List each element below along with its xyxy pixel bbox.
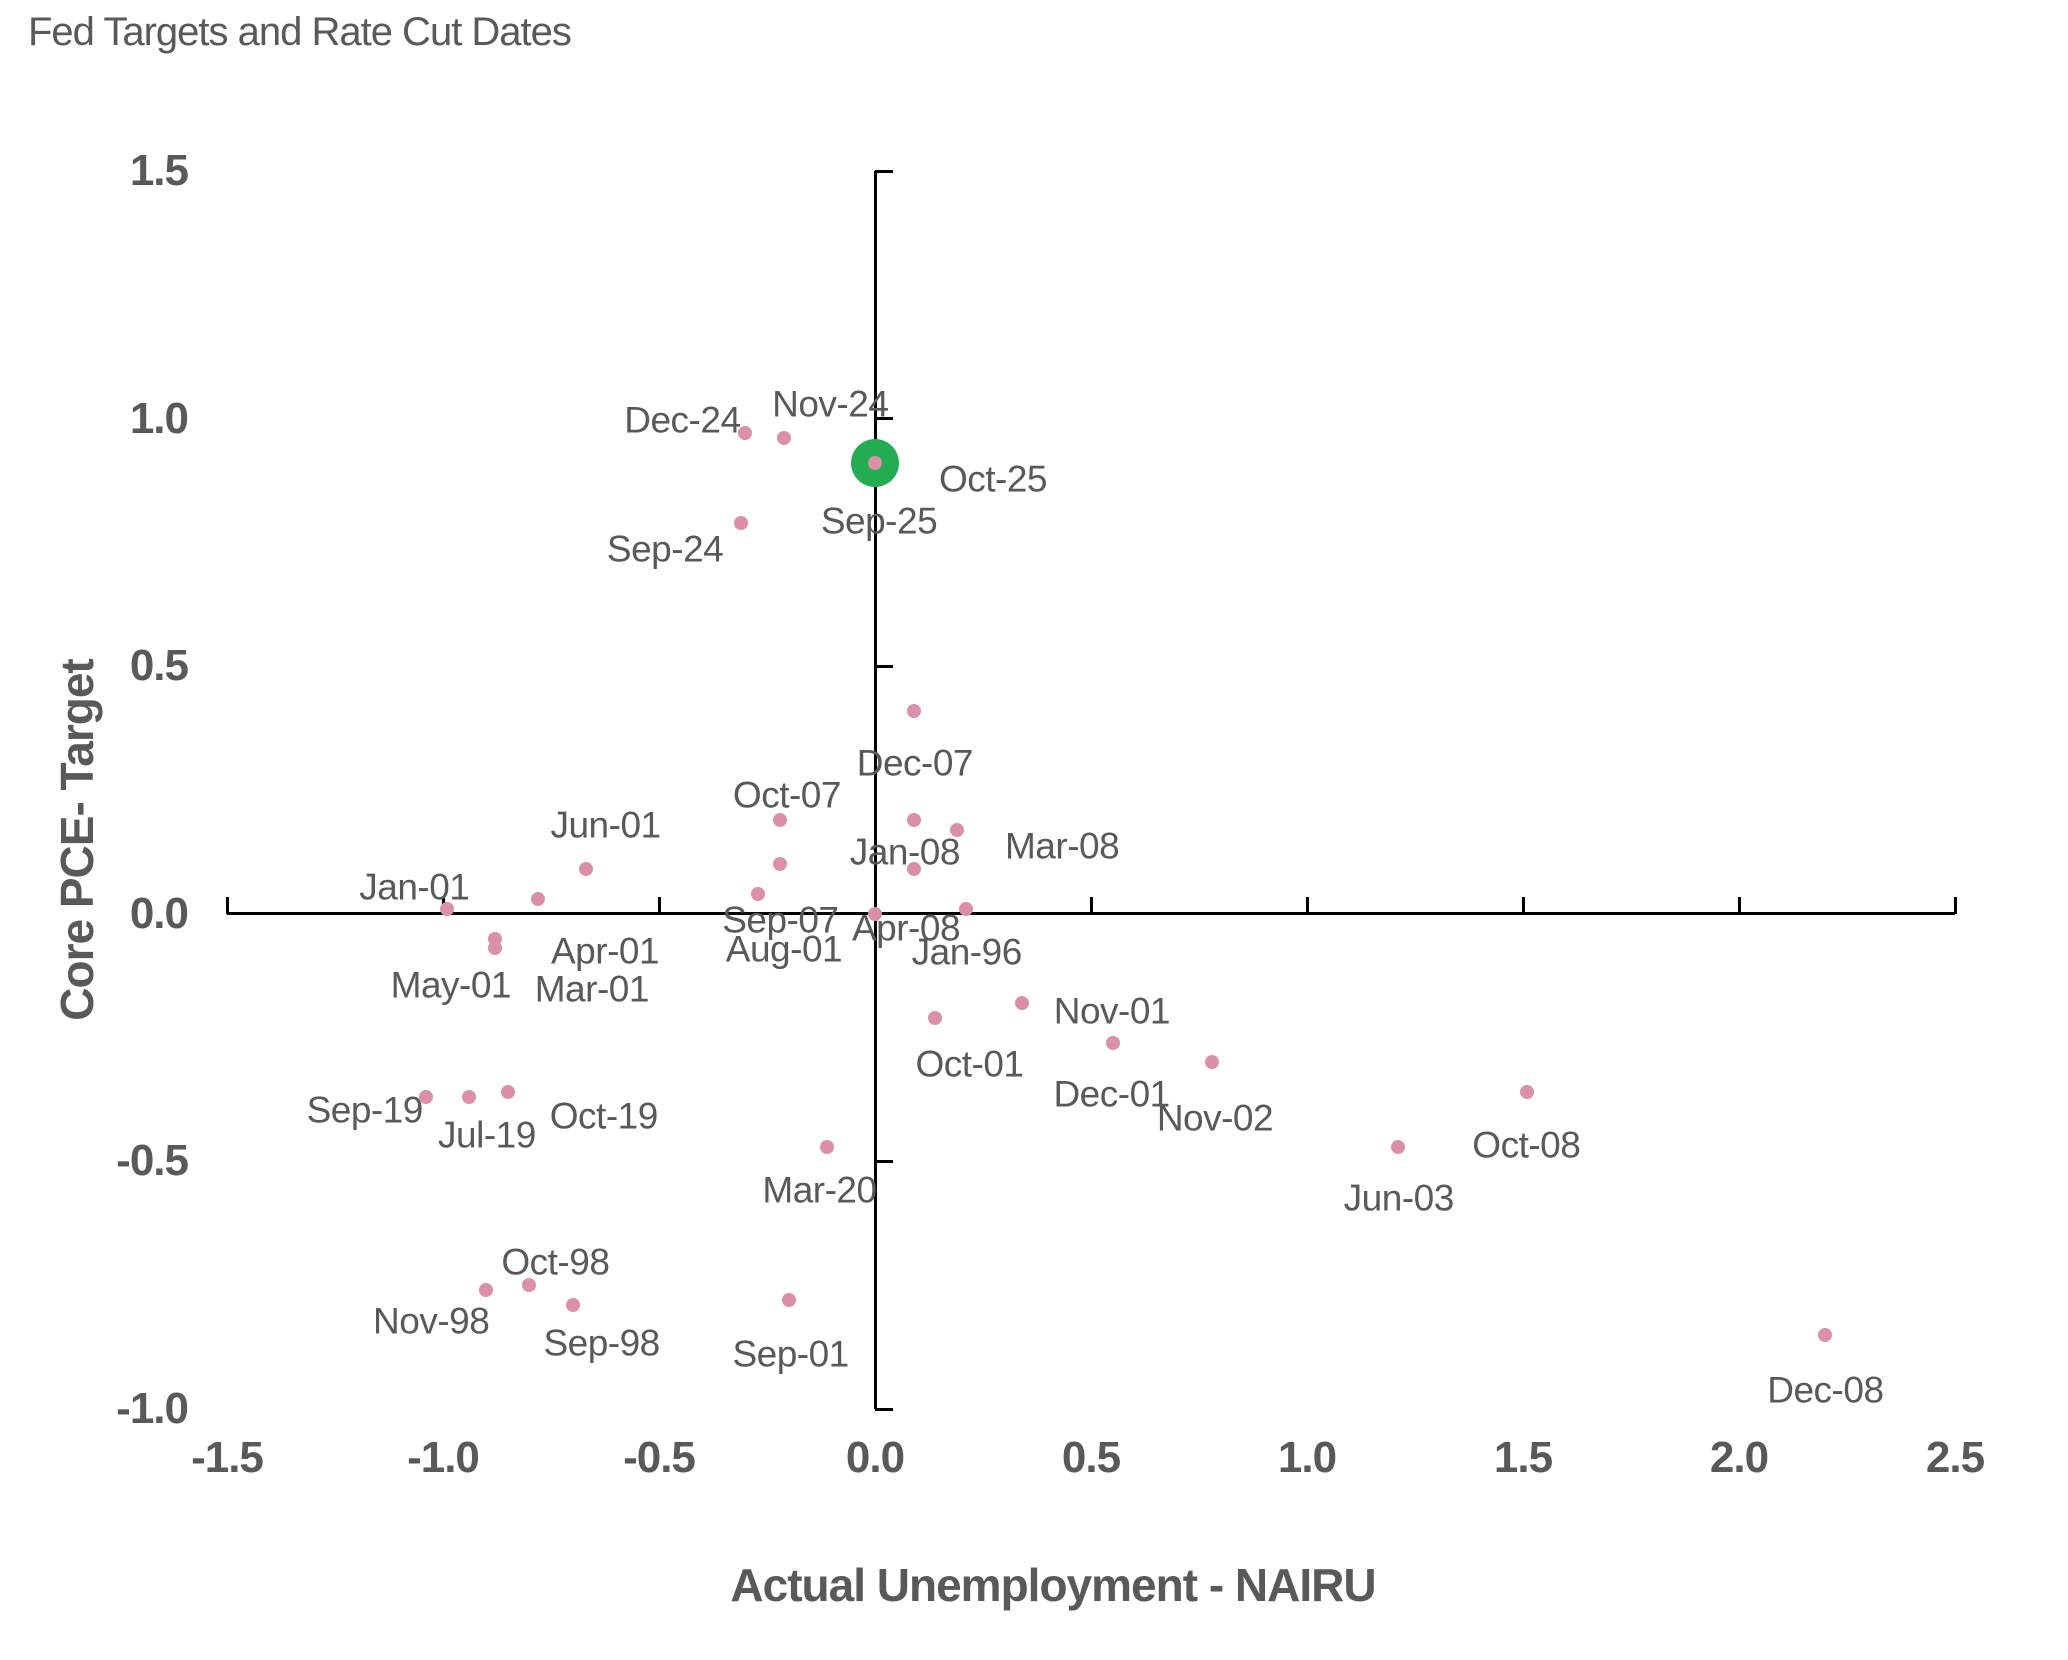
data-point [820,1139,835,1154]
data-point [578,862,593,877]
x-axis-tick [1521,896,1525,914]
data-point-label: Jan-96 [911,931,1023,973]
data-point [751,886,766,901]
data-point [950,822,965,837]
data-point [928,1010,943,1025]
data-point-label: Sep-24 [606,528,724,570]
data-point [734,515,749,530]
data-point-label: Dec-24 [624,399,741,441]
x-axis-tick [1953,896,1957,914]
x-axis-tick-label: 1.0 [1277,1433,1337,1482]
y-axis-tick [875,1159,893,1163]
y-axis-tick [875,1407,893,1411]
x-axis-tick-label: -1.5 [191,1433,264,1482]
data-point-label: Mar-20 [762,1169,877,1211]
data-point-label: Oct-25 [938,458,1048,500]
data-point-label: Dec-08 [1767,1369,1884,1411]
data-point [868,456,882,471]
data-point-label: Oct-08 [1472,1124,1581,1166]
data-point-label: Apr-01 [551,930,660,972]
data-point-label: Nov-02 [1156,1097,1274,1139]
data-point-label: Oct-01 [915,1043,1024,1085]
data-point-label: Oct-98 [501,1241,610,1283]
data-point-label: Jun-03 [1343,1177,1455,1219]
data-point [738,426,753,441]
data-point [772,857,787,872]
data-point-label: Sep-19 [306,1089,424,1131]
data-point [1014,995,1029,1010]
data-point [1105,1035,1120,1050]
y-axis-tick-label: 0.5 [129,641,189,691]
data-point [772,812,787,827]
data-point [1818,1327,1833,1342]
data-point [500,1085,515,1100]
y-axis-tick [875,417,893,421]
data-point [777,431,792,446]
x-axis-tick-label: 2.0 [1709,1433,1769,1482]
data-point-label: Oct-07 [732,774,842,816]
y-axis-line [873,171,877,1409]
x-axis-tick-label: 2.5 [1925,1433,1985,1482]
data-point-label: Nov-24 [772,383,889,425]
y-axis-tick-label: -0.5 [116,1136,189,1186]
data-point [868,906,882,921]
data-point [461,1090,476,1105]
data-point [906,703,921,718]
data-point-label: Mar-01 [534,968,650,1010]
chart-title: Fed Targets and Rate Cut Dates [28,10,572,54]
y-axis-tick-label: -1.0 [116,1384,189,1433]
x-axis-tick [1305,896,1309,914]
data-point-label: Sep-98 [543,1322,660,1364]
data-point-label: Nov-98 [373,1300,490,1342]
y-axis-tick-label: 1.5 [129,146,189,195]
data-point [522,1278,537,1293]
data-point [1390,1139,1405,1154]
data-point-label: Dec-07 [856,742,974,784]
data-point [565,1298,580,1312]
data-point-label: Jul-19 [438,1114,536,1156]
data-point-label: Sep-01 [732,1333,849,1375]
x-axis-tick-label: -0.5 [623,1433,696,1482]
data-point-label: Oct-19 [549,1095,659,1137]
data-point-label: Dec-01 [1053,1073,1170,1115]
x-axis-tick [225,896,229,914]
x-axis-title: Actual Unemployment - NAIRU [730,1559,1376,1611]
data-point-label: Jan-08 [849,831,961,873]
data-point-label: Aug-01 [725,928,843,970]
data-point-label: Jan-01 [359,866,470,908]
data-point-label: May-01 [390,964,512,1006]
x-axis-line [227,912,1955,916]
data-point-label: Sep-07 [722,899,839,941]
x-axis-tick [657,896,661,914]
x-axis-tick-label: 1.5 [1493,1433,1553,1482]
data-point [958,901,973,916]
data-point [479,1283,494,1298]
y-axis-tick [875,664,893,668]
x-axis-tick [1089,896,1093,914]
x-axis-tick [1737,896,1741,914]
data-point [531,891,546,906]
data-point [487,931,502,946]
y-axis-title: Core PCE- Target [51,659,103,1021]
data-point [906,812,921,827]
data-point-label: Mar-08 [1004,825,1120,867]
x-axis-tick-label: 0.0 [845,1433,905,1482]
data-point-label: Jun-01 [550,804,661,846]
x-axis-tick-label: 0.5 [1061,1433,1121,1482]
data-point-label: Apr-08 [851,907,961,949]
data-point-label: Nov-01 [1053,990,1171,1032]
data-point [781,1293,796,1308]
data-point [418,1090,433,1105]
y-axis-tick-label: 0.0 [129,888,189,938]
data-point [440,901,455,916]
data-point [906,862,921,877]
y-axis-tick-label: 1.0 [129,393,189,443]
data-point [1204,1055,1219,1070]
y-axis-tick [875,169,893,173]
x-axis-tick-label: -1.0 [407,1433,480,1482]
data-point-label: Sep-25 [820,500,938,542]
data-point [1520,1085,1535,1100]
